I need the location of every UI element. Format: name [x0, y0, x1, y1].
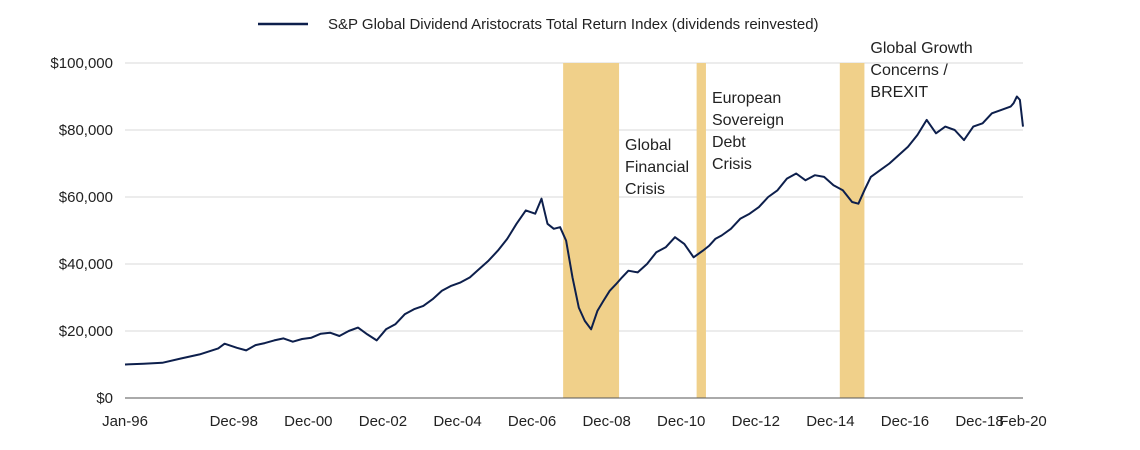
shaded-period-2	[696, 63, 706, 398]
x-tick-label: Dec-04	[433, 413, 481, 430]
x-tick-label: Feb-20	[999, 413, 1047, 430]
x-tick-label: Dec-10	[657, 413, 705, 430]
x-tick-label: Dec-08	[582, 413, 630, 430]
y-axis-tick-labels: $0 $20,000 $40,000 $60,000 $80,000 $100,000	[50, 55, 113, 407]
annotation-text: European	[712, 90, 781, 107]
annotations: Global Financial Crisis European Sovereign De…	[625, 40, 973, 198]
x-tick-label: Jan-96	[102, 413, 148, 430]
legend: S&P Global Dividend Aristocrats Total Re…	[258, 16, 819, 33]
series-line	[124, 95, 1024, 366]
annotation-text: Financial	[625, 159, 689, 176]
annotation-text: Global	[625, 137, 671, 154]
shaded-period-3	[839, 63, 865, 398]
y-tick-label: $100,000	[50, 55, 113, 72]
y-tick-label: $0	[96, 390, 113, 407]
shaded-period-1	[563, 63, 620, 398]
x-tick-label: Dec-12	[732, 413, 780, 430]
x-tick-label: Dec-98	[210, 413, 258, 430]
x-tick-label: Dec-00	[284, 413, 332, 430]
annotation-text: BREXIT	[870, 84, 928, 101]
shaded-periods	[563, 63, 865, 398]
legend-label: S&P Global Dividend Aristocrats Total Re…	[328, 16, 819, 33]
annotation-text: Global Growth	[870, 40, 972, 57]
y-tick-label: $60,000	[59, 189, 113, 206]
annotation-text: Concerns /	[870, 62, 948, 79]
series-line-group	[124, 95, 1024, 366]
x-tick-label: Dec-02	[359, 413, 407, 430]
x-tick-label: Dec-14	[806, 413, 854, 430]
y-tick-label: $80,000	[59, 122, 113, 139]
annotation-text: Crisis	[625, 181, 665, 198]
y-tick-label: $20,000	[59, 323, 113, 340]
x-tick-label: Dec-16	[881, 413, 929, 430]
annotation-text: Debt	[712, 134, 746, 151]
y-tick-label: $40,000	[59, 256, 113, 273]
annotation-text: Crisis	[712, 156, 752, 173]
x-axis-tick-labels: Jan-96 Dec-98 Dec-00 Dec-02 Dec-04 Dec-06 Dec-…	[102, 413, 1047, 430]
x-tick-label: Dec-18	[955, 413, 1003, 430]
x-tick-label: Dec-06	[508, 413, 556, 430]
annotation-text: Sovereign	[712, 112, 784, 129]
